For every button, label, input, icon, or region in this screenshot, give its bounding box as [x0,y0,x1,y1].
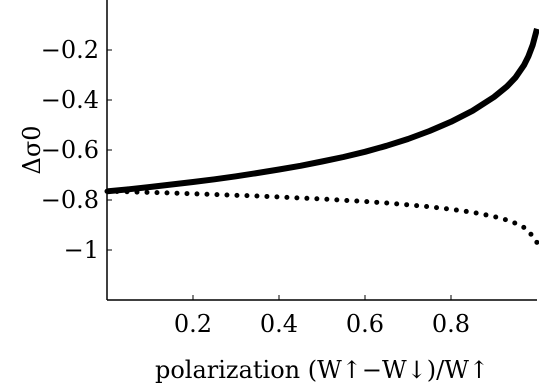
y-tick-label: −0.8 [41,186,99,214]
plot-frame [106,0,537,301]
y-tick-label: −0.4 [41,86,99,114]
x-tick-label: 0.6 [346,310,384,338]
series-layer [104,28,539,245]
y-tick-label: −1 [64,236,99,264]
y-tick-label: −0.2 [41,36,99,64]
series-1-solid-line [106,28,539,195]
y-axis-title: Δσ0 [18,126,46,175]
x-tick-label: 0.2 [174,310,212,338]
x-tick-label: 0.4 [260,310,298,338]
y-tick-label: −0.6 [41,136,99,164]
y-axis-ticks: −0.2 −0.4 −0.6 −0.8 −1 [41,36,112,264]
x-axis-ticks: 0.2 0.4 0.6 0.8 [174,295,470,338]
series-2-dotted-line [104,188,539,245]
x-axis-title: polarization (W↑−W↓)/W↑ [155,356,489,384]
x-tick-label: 0.8 [432,310,470,338]
axis-titles: polarization (W↑−W↓)/W↑ Δσ0 [18,126,489,384]
